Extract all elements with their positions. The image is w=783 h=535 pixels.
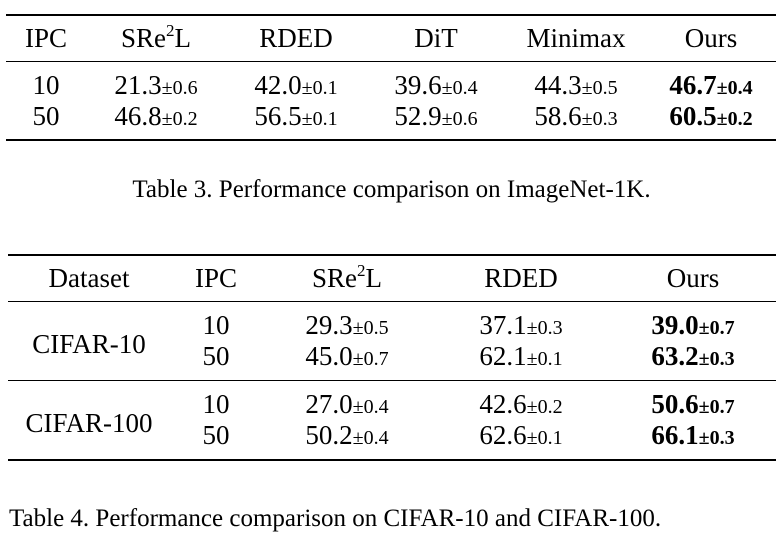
table-row: 10 21.3±0.6 42.0±0.1 39.6±0.4 44.3±0.5 4… — [6, 61, 776, 101]
result-cell: 50.2±0.4 — [305, 419, 389, 450]
result-cell: 62.6±0.1 — [479, 419, 563, 450]
table-row: CIFAR-10 10 29.3±0.5 37.1±0.3 39.0±0.7 — [8, 301, 776, 381]
ipc-cell: 50 — [202, 419, 230, 450]
dataset-cell: CIFAR-100 — [25, 408, 153, 438]
result-cell: 42.6±0.2 — [479, 388, 563, 419]
table-row: CIFAR-100 10 27.0±0.4 42.6±0.2 50.6±0.7 — [8, 380, 776, 439]
result-cell: 56.5±0.1 — [254, 100, 338, 131]
table-row: 50 46.8±0.2 56.5±0.1 52.9±0.6 58.6±0.3 6… — [6, 101, 776, 140]
best-result-cell: 46.7±0.4 — [669, 69, 753, 100]
header-sre2l: SRe2L — [86, 15, 226, 62]
table-row: 50 45.0±0.7 62.1±0.1 63.2±0.3 — [8, 340, 776, 381]
header-sre2l: SRe2L — [262, 255, 432, 302]
table-3-caption: Table 3. Performance comparison on Image… — [132, 176, 651, 203]
result-cell: 44.3±0.5 — [534, 69, 618, 100]
ipc-cell: 50 — [32, 100, 60, 131]
best-result-cell: 60.5±0.2 — [669, 100, 753, 131]
table-4-caption: Table 4. Performance comparison on CIFAR… — [9, 505, 662, 532]
header-ours: Ours — [610, 255, 776, 302]
result-cell: 52.9±0.6 — [394, 100, 478, 131]
result-cell: 58.6±0.3 — [534, 100, 618, 131]
header-ipc: IPC — [170, 255, 262, 302]
header-dit: DiT — [366, 15, 506, 62]
dataset-cell: CIFAR-10 — [8, 301, 170, 381]
result-cell: 62.1±0.1 — [432, 340, 610, 381]
result-cell: 21.3±0.6 — [114, 69, 198, 100]
best-result-cell: 63.2±0.3 — [610, 340, 776, 381]
ipc-cell: 10 — [202, 388, 230, 419]
table-4: Dataset IPC SRe2L RDED Ours CIFAR-10 10 … — [8, 254, 776, 461]
ipc-cell: 50 — [170, 340, 262, 381]
best-result-cell: 50.6±0.7 — [651, 388, 735, 419]
header-ipc: IPC — [6, 15, 86, 62]
best-result-cell: 39.0±0.7 — [651, 309, 735, 340]
result-cell: 27.0±0.4 — [305, 388, 389, 419]
ipc-cell: 10 — [202, 309, 230, 340]
result-cell: 39.6±0.4 — [394, 69, 478, 100]
result-cell: 29.3±0.5 — [305, 309, 389, 340]
header-rded: RDED — [432, 255, 610, 302]
table-3-header-row: IPC SRe2L RDED DiT Minimax Ours — [6, 15, 776, 62]
ipc-cell: 10 — [32, 69, 60, 100]
best-result-cell: 66.1±0.3 — [651, 419, 735, 450]
table-row: 50 50.2±0.4 62.6±0.1 66.1±0.3 — [8, 420, 776, 460]
header-minimax: Minimax — [506, 15, 646, 62]
result-cell: 46.8±0.2 — [114, 100, 198, 131]
table-3: IPC SRe2L RDED DiT Minimax Ours 10 21.3±… — [6, 14, 776, 141]
result-cell: 37.1±0.3 — [479, 309, 563, 340]
header-dataset: Dataset — [8, 255, 170, 302]
header-ours: Ours — [646, 15, 776, 62]
header-rded: RDED — [226, 15, 366, 62]
result-cell: 42.0±0.1 — [254, 69, 338, 100]
table-4-header-row: Dataset IPC SRe2L RDED Ours — [8, 255, 776, 302]
result-cell: 45.0±0.7 — [262, 340, 432, 381]
